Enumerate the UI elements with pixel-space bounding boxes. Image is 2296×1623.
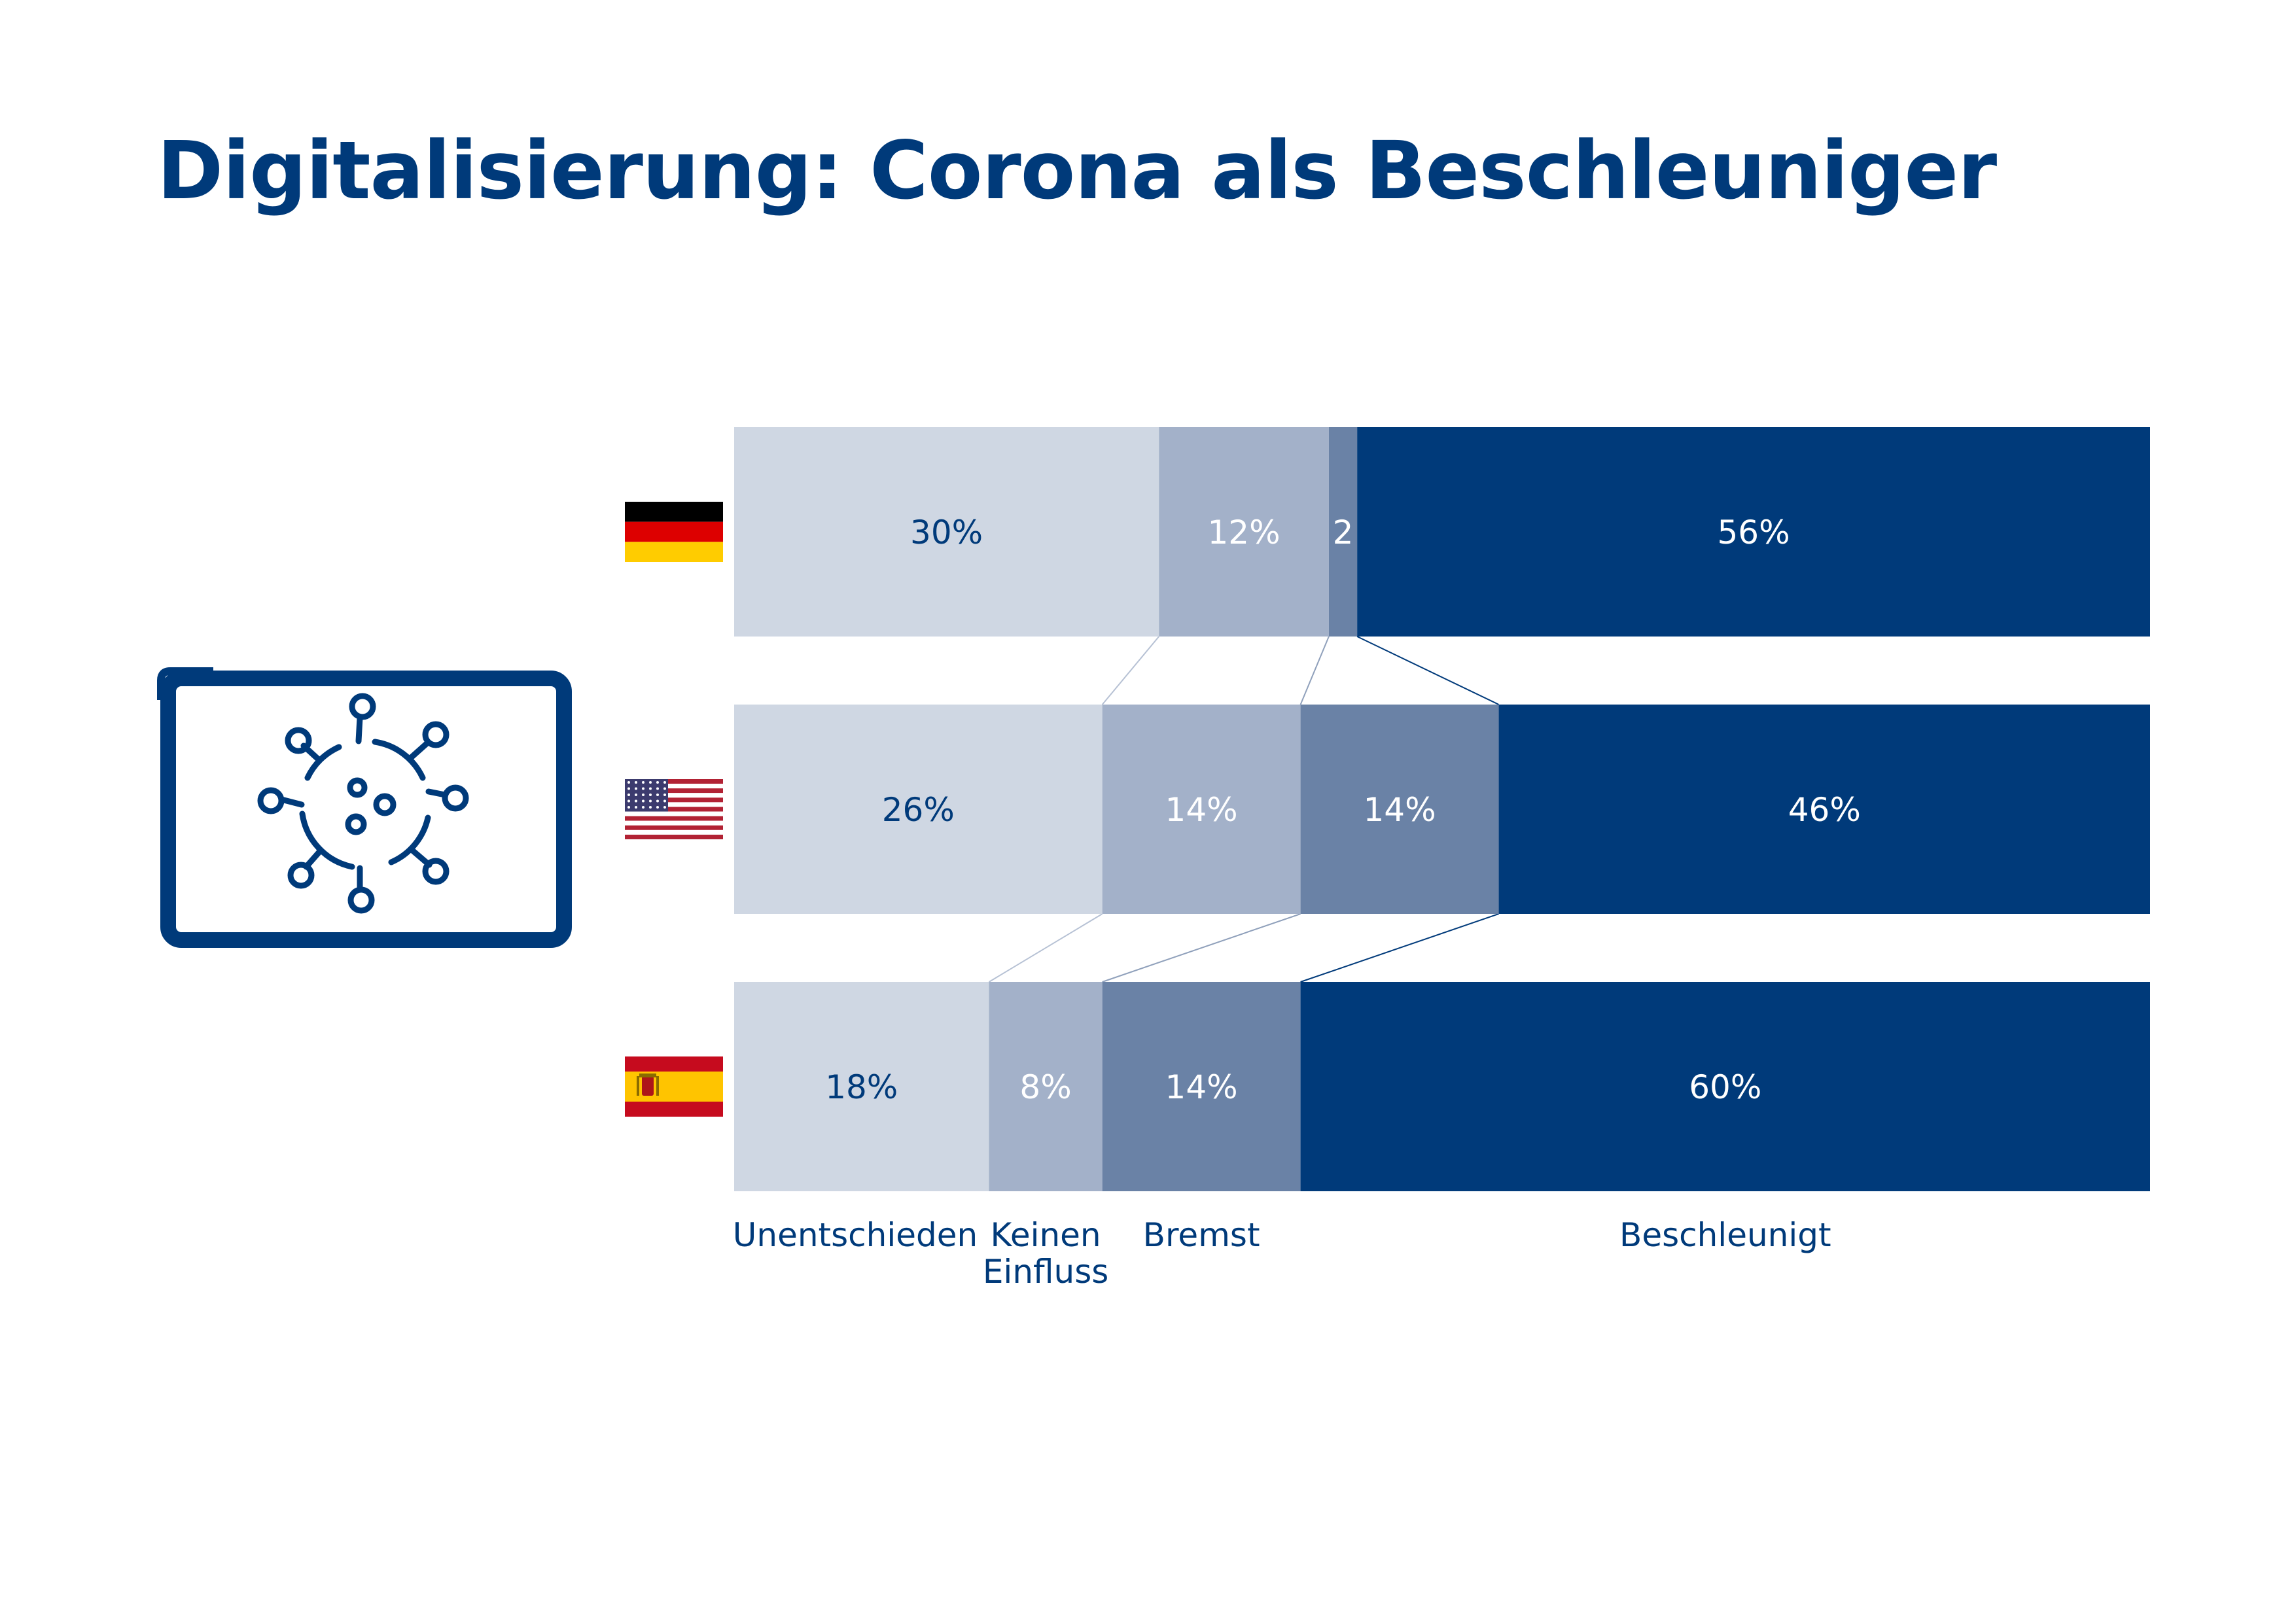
data-label: 14% xyxy=(1165,791,1238,829)
bar-segment xyxy=(1300,705,1499,914)
connector-line xyxy=(1102,913,1301,983)
flag-usa-icon xyxy=(625,779,723,839)
bar-rows: 30% 12% 2 56% 26% 14% 14% 46% 18% 8% 14% 60% xyxy=(734,427,2150,1191)
data-label: 2 xyxy=(1333,514,1354,551)
bar-segment xyxy=(1498,705,2150,914)
connector-line xyxy=(1300,913,1499,983)
data-label: 14% xyxy=(1364,791,1436,829)
flag-germany-icon xyxy=(625,502,723,562)
connector-line xyxy=(1356,636,1499,705)
category-label: Unentschieden xyxy=(733,1216,978,1254)
bar-segment xyxy=(1328,427,1358,637)
data-label: 60% xyxy=(1689,1068,1761,1106)
data-label: 30% xyxy=(910,514,983,551)
data-label: 18% xyxy=(825,1068,898,1106)
bar-segment xyxy=(989,982,1103,1191)
category-labels: Unentschieden Keinen Einfluss Bremst Beschle… xyxy=(733,1216,1831,1291)
page-title: Digitalisierung: Corona als Beschleunige… xyxy=(157,124,1997,217)
bar-segment xyxy=(734,982,989,1191)
virus-icon xyxy=(157,667,572,948)
category-label: Beschleunigt xyxy=(1619,1216,1831,1254)
data-label: 56% xyxy=(1718,514,1790,551)
bar-segment xyxy=(734,427,1159,637)
flag-spain-icon xyxy=(625,1056,723,1117)
connector-line xyxy=(1101,636,1159,705)
data-label: 14% xyxy=(1165,1068,1238,1106)
bar-segment xyxy=(1357,427,2150,637)
bar-segment xyxy=(1300,982,2150,1191)
bar-segment xyxy=(734,705,1103,914)
connector-line xyxy=(989,913,1103,983)
data-label: 46% xyxy=(1788,791,1861,829)
data-label: 8% xyxy=(1019,1068,1071,1106)
country-flags xyxy=(625,502,723,1117)
category-label: Keinen Einfluss xyxy=(983,1216,1108,1291)
data-label: 26% xyxy=(882,791,955,829)
data-label: 12% xyxy=(1207,514,1280,551)
segment-connectors xyxy=(989,636,1499,983)
bar-segment xyxy=(1102,705,1301,914)
category-label: Bremst xyxy=(1143,1216,1260,1254)
bar-segment xyxy=(1159,427,1329,637)
connector-line xyxy=(1299,636,1330,705)
bar-segment xyxy=(1102,982,1301,1191)
